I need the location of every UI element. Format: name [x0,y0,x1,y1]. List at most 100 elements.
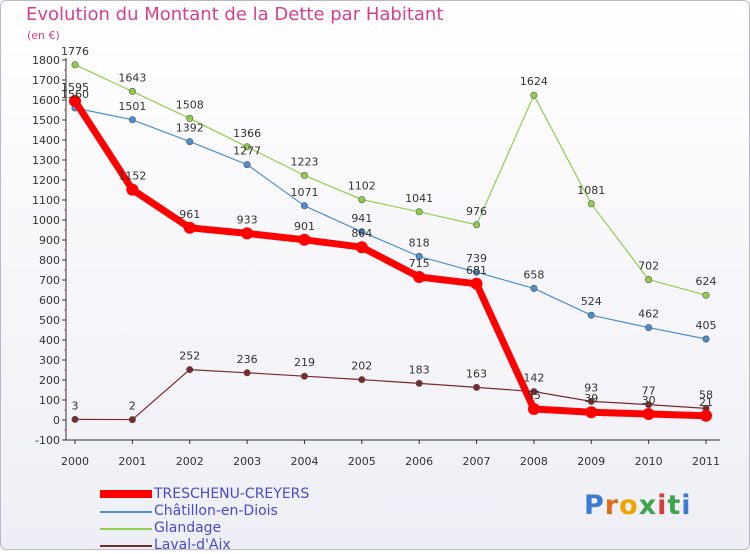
legend-label: TRESCHENU-CREYERS [154,486,310,502]
data-point [71,61,79,69]
data-point [530,91,538,99]
data-label: 1508 [176,98,204,111]
y-tick-label: 1600 [32,94,60,107]
y-tick-label: 600 [39,294,60,307]
data-point [69,95,81,107]
chart-title: Evolution du Montant de la Dette par Hab… [26,4,444,25]
y-tick-label: -100 [35,434,60,447]
data-label: 624 [696,275,717,288]
data-point [126,183,139,196]
x-tick-label: 2000 [61,455,89,468]
data-point [645,401,653,409]
legend-swatch [100,545,152,547]
legend-label: Laval-d'Aix [154,537,231,553]
data-point [128,87,136,95]
y-tick-label: 500 [39,314,60,327]
data-label: 1223 [290,155,318,168]
legend-item: Glandage [100,520,360,537]
y-tick-label: 1500 [32,114,60,127]
x-tick-label: 2007 [463,455,491,468]
data-label: 1624 [520,75,548,88]
x-tick-label: 2008 [520,455,548,468]
legend-label: Châtillon-en-Diois [154,503,278,519]
data-point [530,388,538,396]
y-tick-label: 1100 [32,194,60,207]
series-line-3 [74,369,707,421]
data-label: 21 [699,396,713,409]
data-point [186,138,194,146]
data-label: 1560 [61,88,89,101]
data-label: 1643 [118,71,146,84]
data-point [186,114,194,122]
y-tick-label: 200 [39,374,60,387]
data-point [128,116,136,124]
data-point [530,284,538,292]
data-label: 961 [179,208,200,221]
data-label: 1152 [118,170,146,183]
legend-item: TRESCHENU-CREYERS [100,486,360,503]
data-label: 658 [523,268,544,281]
proxiti-logo: Proxiti [584,490,692,521]
y-tick-label: 0 [53,414,60,427]
legend-item: Châtillon-en-Diois [100,503,360,520]
data-point [700,409,712,422]
y-tick-label: 1800 [32,54,60,67]
y-tick-label: 400 [39,334,60,347]
x-tick-label: 2004 [290,455,318,468]
data-point [183,221,196,234]
x-tick-label: 2003 [233,455,261,468]
data-point [413,271,426,283]
data-label: 715 [409,257,430,270]
data-point [243,161,251,169]
data-label: 933 [237,213,258,226]
data-label: 1595 [61,81,89,94]
data-label: 30 [642,394,656,407]
data-point [298,233,311,246]
data-point [587,397,595,405]
data-label: 976 [466,205,487,218]
x-tick-label: 2006 [405,455,433,468]
data-label: 739 [466,252,487,265]
data-label: 1366 [233,127,261,140]
data-point [702,335,710,343]
data-label: 524 [581,295,602,308]
data-point [71,415,79,423]
data-label: 1277 [233,145,261,158]
data-point [241,227,254,240]
y-tick-label: 900 [39,234,60,247]
data-label: 901 [294,220,315,233]
y-tick-label: 1000 [32,214,60,227]
series-line-1 [74,107,707,340]
data-label: 252 [179,350,200,363]
data-point [702,291,710,299]
data-point [527,403,540,415]
data-point [473,383,481,391]
data-point [300,372,308,380]
data-point [415,379,423,387]
series-line-2 [74,64,707,296]
data-label: 39 [584,392,598,405]
data-point [415,252,423,260]
y-tick-label: 700 [39,274,60,287]
legend-swatch [100,511,152,513]
legend: TRESCHENU-CREYERS Châtillon-en-Diois Gland… [100,486,360,554]
data-label: 1071 [290,186,318,199]
data-point [470,277,483,290]
data-label: 462 [638,308,659,321]
data-point [473,268,481,276]
legend-swatch [100,528,152,530]
data-point [642,408,655,420]
data-label: 55 [527,389,541,402]
y-tick-label: 800 [39,254,60,267]
data-label: 702 [638,260,659,273]
data-label: 1392 [176,122,204,135]
x-tick-label: 2001 [118,455,146,468]
data-point [128,416,136,424]
series-line-0 [72,99,707,420]
data-point [587,200,595,208]
data-label: 1081 [577,184,605,197]
legend-label: Glandage [154,520,222,536]
chart-unit: (en €) [27,29,60,42]
